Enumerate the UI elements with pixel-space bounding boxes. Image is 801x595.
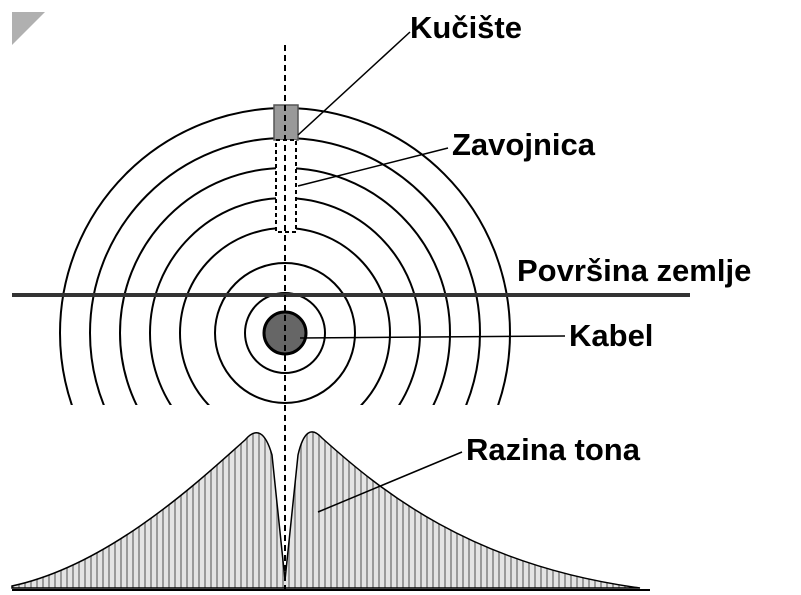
field-circle [214, 262, 356, 404]
cable-label: Kabel [569, 318, 653, 353]
leader-line [297, 31, 411, 136]
cable [262, 310, 308, 356]
housing-label: Kučište [410, 10, 522, 45]
corner-mark [12, 12, 45, 45]
leader-line [317, 451, 463, 513]
surface-label: Površina zemlje [517, 253, 751, 288]
tone-label: Razina tona [466, 432, 641, 467]
leader-lines [297, 31, 566, 513]
leader-line [297, 147, 449, 187]
coil-label: Zavojnica [452, 127, 596, 162]
tone-curve [11, 431, 641, 589]
leader-line [299, 335, 566, 339]
